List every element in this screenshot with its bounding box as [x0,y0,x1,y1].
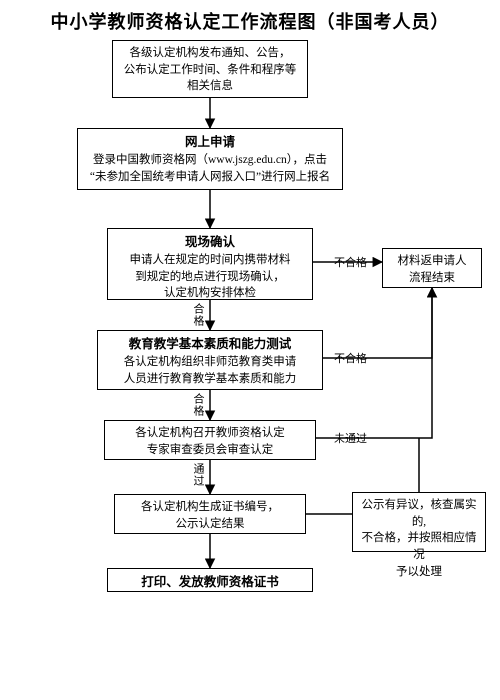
edge-label-fail3: 未通过 [334,430,367,446]
node-n1: 各级认定机构发布通知、公告，公布认定工作时间、条件和程序等相关信息 [112,40,308,98]
page-title: 中小学教师资格认定工作流程图（非国考人员） [0,8,500,34]
edge-label-ok3: 通过 [190,463,206,487]
node-n6: 各认定机构生成证书编号，公示认定结果 [114,494,306,534]
edge-label-ok2: 合格 [190,393,206,417]
edge-label-ok1: 合格 [190,303,206,327]
node-nr2: 公示有异议，核查属实的,不合格，并按照相应情况予以处理 [352,492,486,552]
edge-label-fail1: 不合格 [334,254,367,270]
node-n7: 打印、发放教师资格证书 [107,568,313,592]
edge-label-fail2: 不合格 [334,350,367,366]
node-nr1: 材料返申请人流程结束 [382,248,482,288]
node-n3: 现场确认申请人在规定的时间内携带材料到规定的地点进行现场确认，认定机构安排体检 [107,228,313,300]
node-n4: 教育教学基本素质和能力测试各认定机构组织非师范教育类申请人员进行教育教学基本素质… [97,330,323,390]
node-n2: 网上申请登录中国教师资格网（www.jszg.edu.cn），点击“未参加全国统… [77,128,343,190]
node-n5: 各认定机构召开教师资格认定专家审查委员会审查认定 [104,420,316,460]
